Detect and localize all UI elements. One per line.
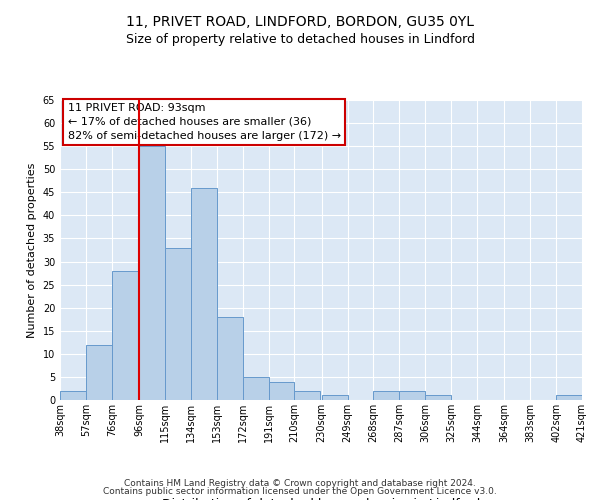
Text: 11, PRIVET ROAD, LINDFORD, BORDON, GU35 0YL: 11, PRIVET ROAD, LINDFORD, BORDON, GU35 … xyxy=(126,15,474,29)
Bar xyxy=(556,396,582,400)
Bar xyxy=(295,391,320,400)
Text: 11 PRIVET ROAD: 93sqm
← 17% of detached houses are smaller (36)
82% of semi-deta: 11 PRIVET ROAD: 93sqm ← 17% of detached … xyxy=(68,103,341,141)
Bar xyxy=(60,391,86,400)
Bar xyxy=(269,382,295,400)
Text: Size of property relative to detached houses in Lindford: Size of property relative to detached ho… xyxy=(125,32,475,46)
Bar xyxy=(322,396,347,400)
Y-axis label: Number of detached properties: Number of detached properties xyxy=(27,162,37,338)
Bar xyxy=(86,344,112,400)
Bar xyxy=(373,391,400,400)
Bar xyxy=(112,271,137,400)
Text: Contains public sector information licensed under the Open Government Licence v3: Contains public sector information licen… xyxy=(103,487,497,496)
Bar xyxy=(139,146,165,400)
Text: Contains HM Land Registry data © Crown copyright and database right 2024.: Contains HM Land Registry data © Crown c… xyxy=(124,478,476,488)
Bar xyxy=(400,391,425,400)
Bar xyxy=(217,317,242,400)
Bar xyxy=(425,396,451,400)
Bar xyxy=(165,248,191,400)
X-axis label: Distribution of detached houses by size in Lindford: Distribution of detached houses by size … xyxy=(162,498,480,500)
Bar xyxy=(242,377,269,400)
Bar xyxy=(191,188,217,400)
